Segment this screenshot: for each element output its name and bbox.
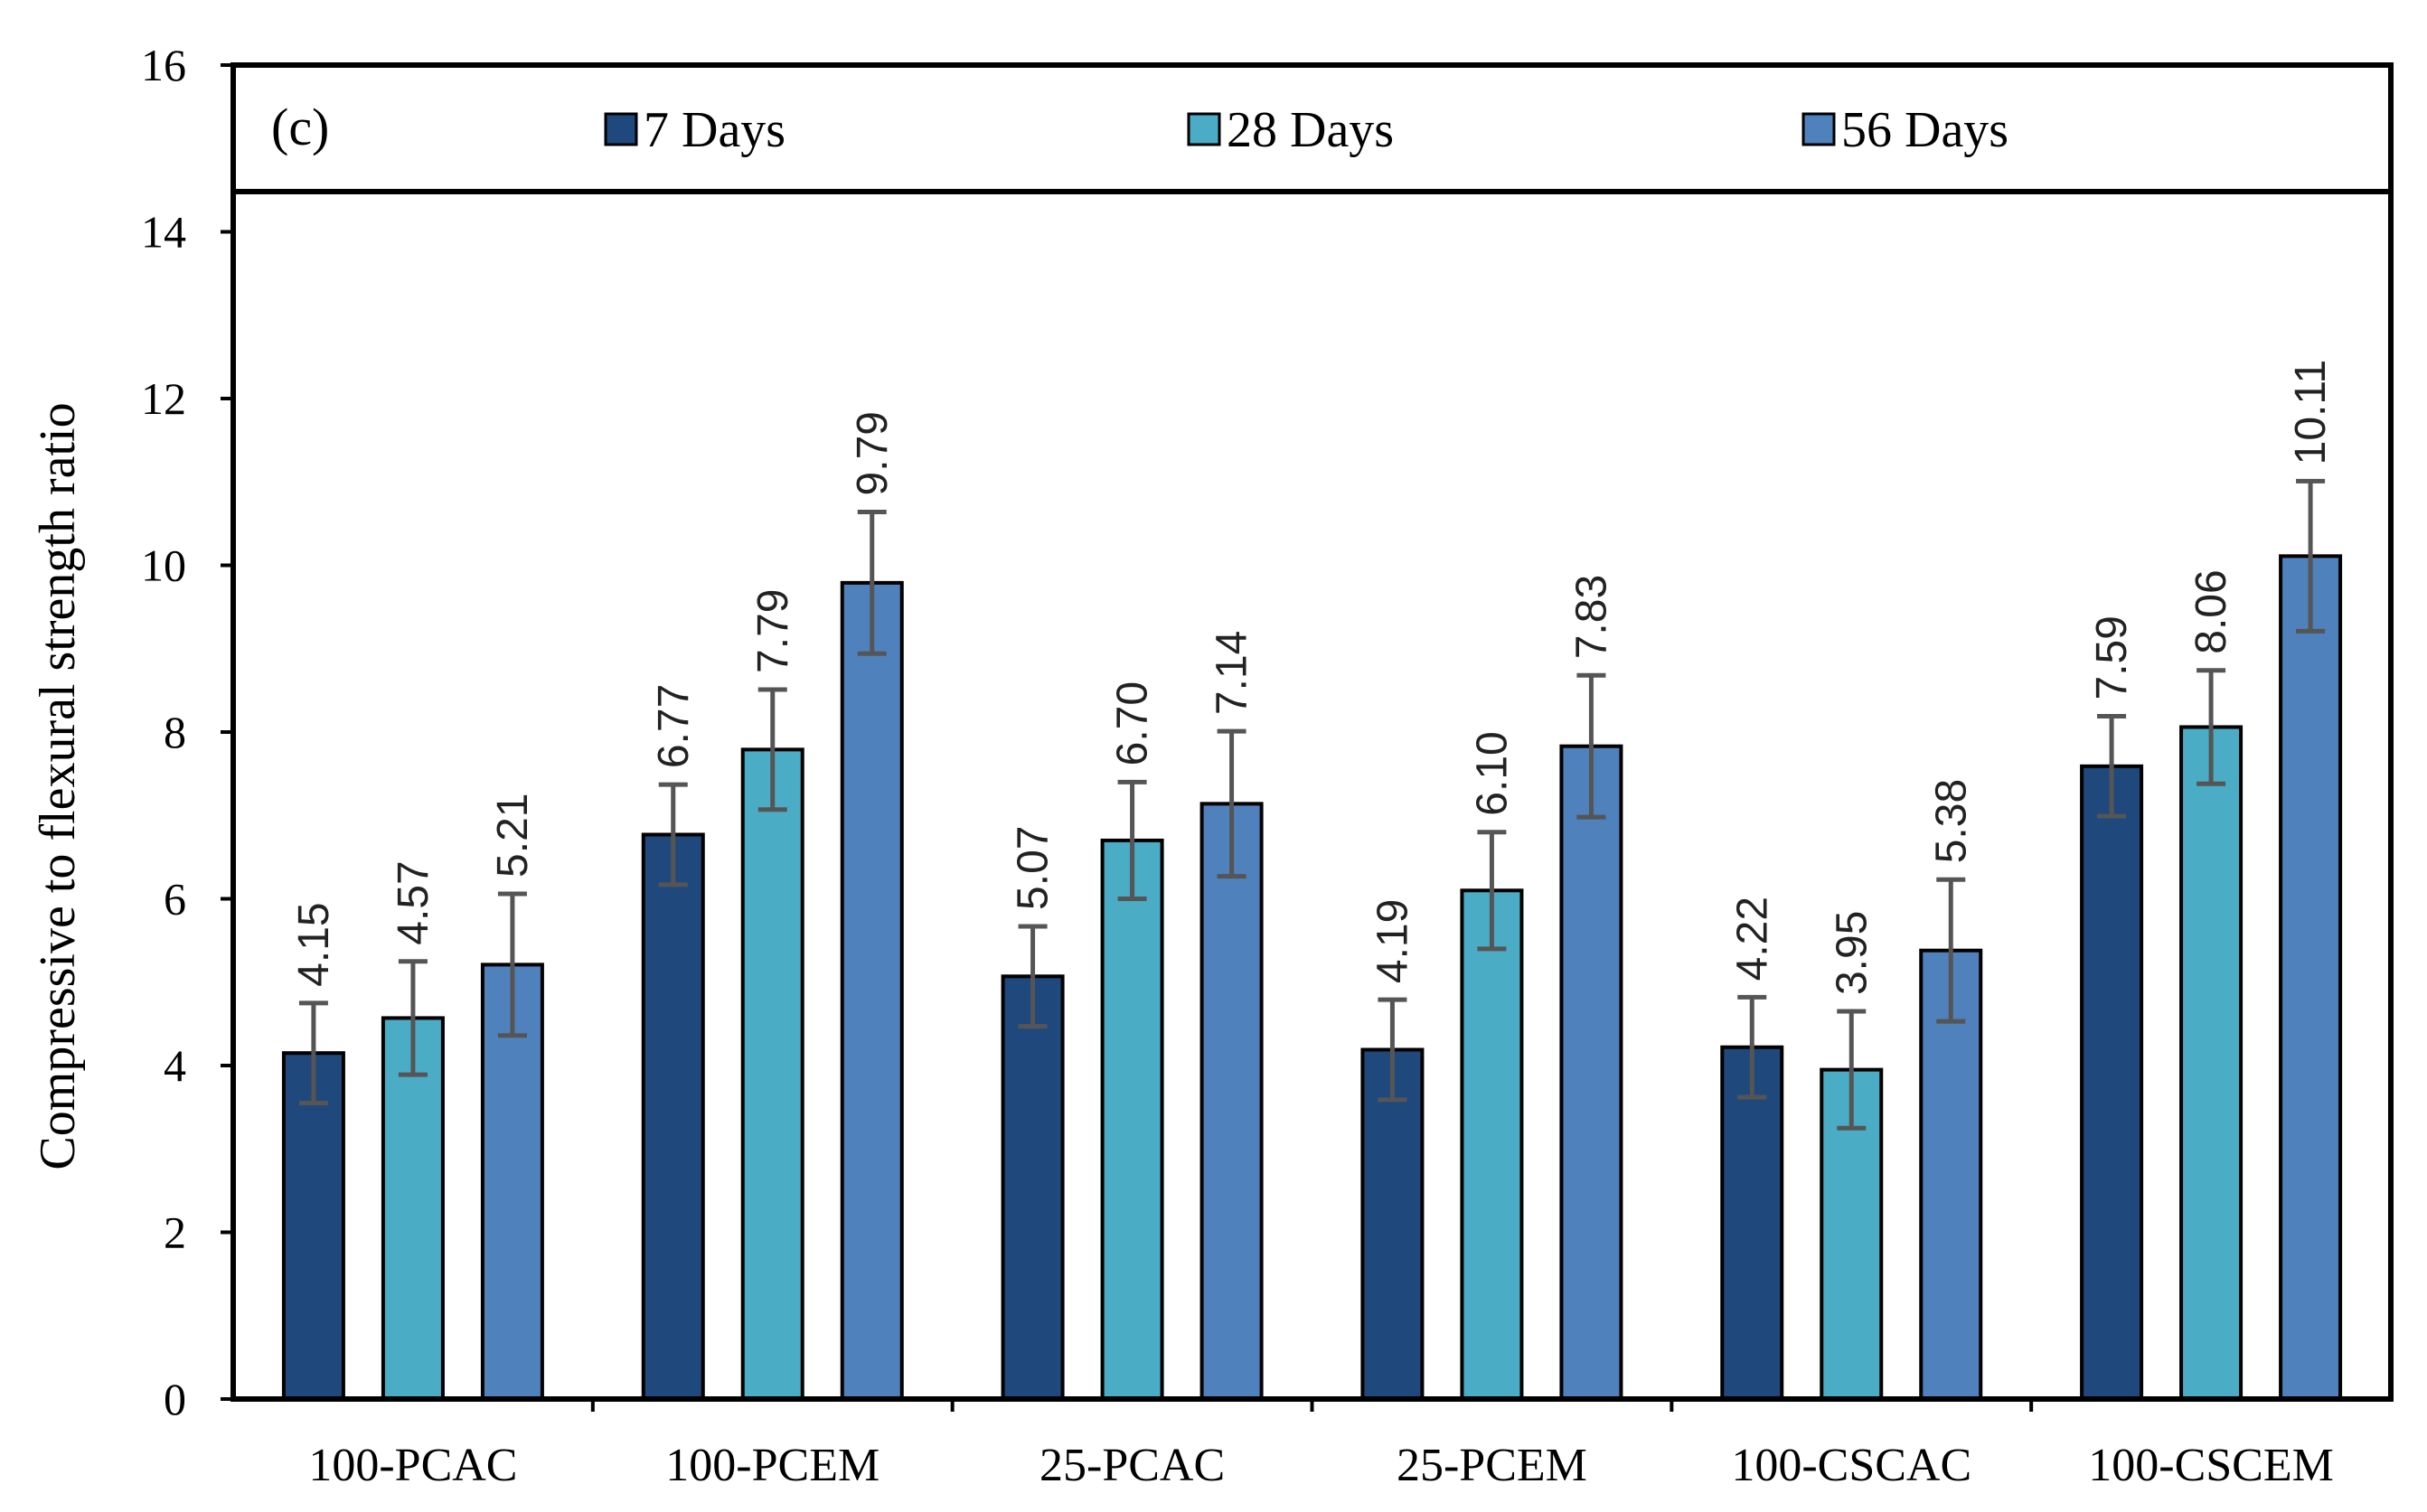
data-label-100-PCAC-28-days: 4.57 [390, 860, 437, 944]
error-bar-100-PCEM-56-days [857, 509, 887, 656]
error-bar-25-PCAC-28-days [1117, 779, 1147, 901]
data-label-100-CSCEM-28-days: 8.06 [2187, 569, 2235, 653]
bar-100-CSCEM-28-days [2179, 725, 2244, 1401]
x-tick-label-100-PCAC: 100-PCAC [308, 1440, 517, 1491]
data-label-100-PCEM-56-days: 9.79 [849, 411, 897, 495]
y-tick-label-14: 14 [141, 207, 186, 258]
bar-25-PCAC-56-days [1199, 802, 1264, 1401]
bar-100-CSCEM-7-days [2080, 764, 2144, 1401]
x-tick-label-100-CSCAC: 100-CSCAC [1731, 1440, 1971, 1491]
error-bars-layer [298, 478, 2326, 1131]
legend-label-56-days: 56 Days [1841, 102, 2008, 158]
data-label-100-CSCAC-56-days: 5.38 [1927, 779, 1975, 863]
x-tick-label-25-PCAC: 25-PCAC [1039, 1440, 1225, 1491]
bar-25-PCEM-7-days [1360, 1047, 1425, 1402]
bar-25-PCEM-56-days [1559, 744, 1623, 1401]
bar-100-PCEM-7-days [641, 832, 705, 1401]
y-tick-label-4: 4 [164, 1040, 186, 1091]
error-bar-100-CSCEM-7-days [2097, 713, 2127, 819]
data-label-100-CSCAC-28-days: 3.95 [1828, 911, 1876, 995]
y-tick-label-10: 10 [141, 540, 186, 591]
legend: (c) 7 Days 28 Days 56 Days [271, 98, 2008, 158]
data-labels-layer: 4.15 4.57 5.21 6.77 7.79 9.79 5.07 6.70 7.14 4.19… [290, 360, 2335, 995]
data-label-100-CSCEM-7-days: 7.59 [2088, 615, 2136, 700]
error-bar-100-CSCAC-7-days [1737, 994, 1767, 1100]
error-bar-25-PCAC-7-days [1018, 924, 1048, 1029]
bar-25-PCAC-7-days [1001, 974, 1065, 1401]
bar-100-PCEM-28-days [740, 747, 804, 1401]
bar-25-PCEM-28-days [1460, 888, 1524, 1401]
y-tick-label-8: 8 [164, 707, 186, 757]
bars-layer [281, 554, 2343, 1402]
y-tick-label-6: 6 [164, 874, 186, 925]
error-bar-100-PCAC-56-days [497, 891, 527, 1038]
axes-layer: 100-PCAC 100-PCEM 25-PCAC 25-PCEM 100-CSCAC 1… [141, 40, 2394, 1491]
y-tick-label-16: 16 [141, 40, 186, 90]
legend-swatch-28-days [1187, 112, 1221, 146]
data-label-25-PCEM-28-days: 6.10 [1468, 731, 1516, 815]
panel-label: (c) [271, 98, 329, 156]
legend-swatch-56-days [1801, 112, 1836, 146]
data-label-100-PCAC-56-days: 5.21 [489, 794, 537, 878]
bar-100-PCAC-7-days [281, 1051, 345, 1401]
y-tick-label-0: 0 [164, 1374, 186, 1424]
data-label-25-PCAC-28-days: 6.70 [1109, 681, 1157, 765]
plot-frame [230, 62, 2394, 1402]
y-axis-label: Compressive to flexural strength ratio [30, 402, 86, 1169]
bar-100-CSCEM-56-days [2279, 554, 2343, 1401]
bar-100-PCEM-56-days [840, 580, 904, 1401]
error-bar-100-PCEM-28-days [757, 687, 787, 812]
error-bar-100-PCAC-7-days [298, 1000, 328, 1106]
error-bar-100-CSCAC-56-days [1936, 877, 1966, 1024]
y-axis-title: Compressive to flexural strength ratio [30, 402, 86, 1169]
error-bar-25-PCEM-56-days [1576, 672, 1606, 820]
legend-label-28-days: 28 Days [1227, 102, 1394, 158]
error-bar-25-PCEM-7-days [1378, 997, 1407, 1103]
x-tick-label-100-CSCEM: 100-CSCEM [2088, 1440, 2334, 1491]
legend-label-7-days: 7 Days [644, 102, 785, 158]
legend-swatch-7-days [604, 112, 638, 146]
data-label-25-PCAC-7-days: 5.07 [1010, 826, 1058, 910]
y-tick-label-12: 12 [141, 373, 186, 424]
y-tick-label-2: 2 [164, 1207, 186, 1258]
bar-100-CSCAC-7-days [1720, 1045, 1784, 1401]
error-bar-25-PCEM-28-days [1477, 830, 1507, 952]
error-bar-25-PCAC-56-days [1217, 728, 1246, 879]
data-label-25-PCEM-7-days: 4.19 [1369, 899, 1416, 983]
error-bar-100-PCAC-28-days [398, 959, 428, 1077]
data-label-100-CSCEM-56-days: 10.11 [2287, 360, 2335, 465]
data-label-100-PCEM-28-days: 7.79 [749, 589, 797, 673]
x-tick-label-100-PCEM: 100-PCEM [665, 1440, 880, 1491]
error-bar-100-CSCEM-56-days [2296, 478, 2326, 634]
data-label-100-PCEM-7-days: 6.77 [650, 684, 698, 768]
bar-100-CSCAC-28-days [1820, 1067, 1884, 1402]
bar-25-PCAC-28-days [1100, 838, 1164, 1401]
data-label-25-PCAC-56-days: 7.14 [1209, 631, 1256, 715]
data-label-100-CSCAC-7-days: 4.22 [1728, 897, 1776, 981]
data-label-100-PCAC-7-days: 4.15 [290, 902, 338, 986]
error-bar-100-CSCAC-28-days [1837, 1009, 1867, 1131]
error-bar-100-PCEM-7-days [658, 782, 688, 887]
data-label-25-PCEM-56-days: 7.83 [1567, 575, 1615, 659]
x-tick-label-25-PCEM: 25-PCEM [1397, 1440, 1587, 1491]
error-bar-100-CSCEM-28-days [2197, 668, 2226, 786]
